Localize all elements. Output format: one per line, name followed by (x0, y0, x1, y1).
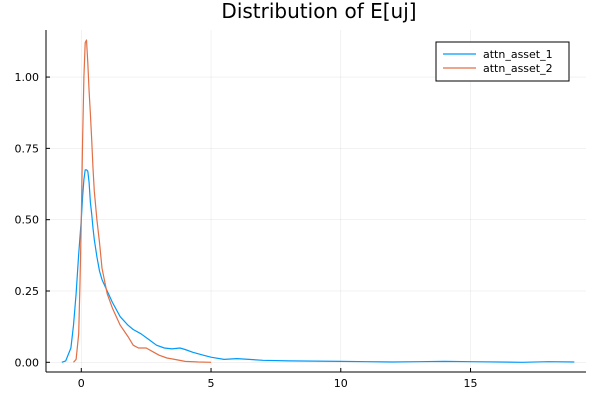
y-tick-label: 0.50 (15, 214, 40, 227)
legend-label-attn_asset_2: attn_asset_2 (483, 62, 553, 75)
series-line-attn_asset_1 (61, 169, 575, 363)
x-tick-label: 15 (464, 377, 478, 390)
y-tick-label: 0.00 (15, 356, 40, 369)
series-lines (61, 39, 575, 363)
chart-title: Distribution of E[uj] (221, 0, 416, 23)
legend-label-attn_asset_1: attn_asset_1 (483, 48, 553, 61)
y-tick-label: 1.00 (15, 71, 40, 84)
y-tick-label: 0.75 (15, 142, 40, 155)
legend-box (435, 41, 570, 82)
y-tick-label: 0.25 (15, 285, 40, 298)
x-tick-label: 10 (334, 377, 348, 390)
x-tick-label: 5 (208, 377, 215, 390)
series-line-attn_asset_2 (73, 39, 212, 363)
tick-labels: 0 5 10 15 0.00 0.25 0.50 0.75 1.00 (15, 71, 478, 390)
axes (45, 30, 586, 373)
x-tick-label: 0 (78, 377, 85, 390)
